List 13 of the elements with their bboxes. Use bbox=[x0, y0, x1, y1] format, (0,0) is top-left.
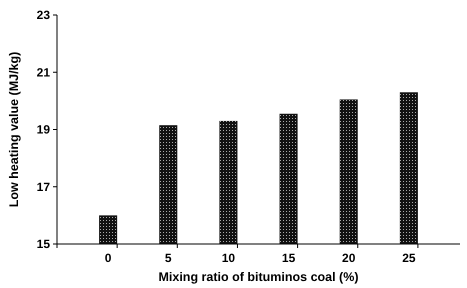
x-tick-label: 25 bbox=[402, 251, 416, 265]
x-tick-label: 10 bbox=[222, 251, 236, 265]
y-tick-label: 21 bbox=[36, 65, 50, 80]
y-tick-label: 17 bbox=[36, 180, 50, 194]
y-axis-title: Low heating value (MJ/kg) bbox=[7, 52, 21, 208]
x-tick-label: 0 bbox=[104, 251, 112, 265]
y-tick-label: 23 bbox=[36, 8, 50, 22]
y-tick-label: 19 bbox=[36, 122, 50, 137]
x-tick-label: 5 bbox=[164, 251, 172, 265]
x-tick-label: 15 bbox=[282, 251, 296, 265]
x-axis-title: Mixing ratio of bituminos coal (%) bbox=[158, 270, 358, 284]
y-tick-label: 15 bbox=[36, 237, 50, 252]
x-tick-label: 20 bbox=[342, 251, 356, 265]
